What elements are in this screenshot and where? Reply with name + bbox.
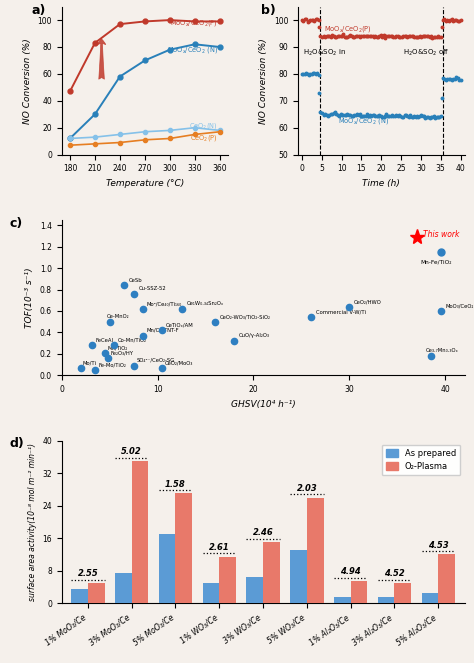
X-axis label: Time (h): Time (h)	[362, 179, 400, 188]
Text: Co-Mn/TiO₂: Co-Mn/TiO₂	[117, 337, 146, 343]
Bar	[351, 581, 367, 603]
Text: MoO₃/CeO₂: MoO₃/CeO₂	[446, 303, 474, 308]
Bar	[334, 597, 351, 603]
Text: CeO$_2$(N): CeO$_2$(N)	[190, 121, 218, 131]
Bar	[115, 573, 132, 603]
Text: a): a)	[32, 4, 46, 17]
Text: d): d)	[9, 438, 24, 450]
Bar	[88, 583, 105, 603]
Text: Mo⁹/Ce₄₀/Ti₁₆₀: Mo⁹/Ce₄₀/Ti₁₆₀	[146, 301, 181, 306]
Y-axis label: surface area activity(10⁻⁸ mol m⁻² min⁻¹): surface area activity(10⁻⁸ mol m⁻² min⁻¹…	[27, 443, 36, 601]
Text: 4.52: 4.52	[384, 569, 405, 578]
X-axis label: Temperature (°C): Temperature (°C)	[106, 179, 184, 188]
Text: Commercial V-W/Ti: Commercial V-W/Ti	[316, 310, 366, 315]
Text: CeTiOₓ/AM: CeTiOₓ/AM	[166, 323, 194, 328]
Bar	[203, 583, 219, 603]
Text: b): b)	[261, 4, 276, 17]
Bar	[132, 461, 148, 603]
Text: CeSb: CeSb	[129, 278, 142, 282]
Text: Mo/Ti: Mo/Ti	[83, 360, 97, 365]
Text: 4.94: 4.94	[340, 567, 361, 576]
Text: Ce₁W₀.₃₄Sn₂Oₓ: Ce₁W₀.₃₄Sn₂Oₓ	[186, 301, 224, 306]
Bar	[175, 493, 192, 603]
Y-axis label: TOF(10⁻³ s⁻¹): TOF(10⁻³ s⁻¹)	[25, 267, 34, 328]
Bar	[71, 589, 88, 603]
Y-axis label: NO Conversion (%): NO Conversion (%)	[23, 38, 32, 123]
Text: Ce-MnO₂: Ce-MnO₂	[107, 314, 129, 319]
Text: This work: This work	[423, 230, 460, 239]
Bar	[378, 597, 394, 603]
Text: SO₄²⁻/CeO₂-SG: SO₄²⁻/CeO₂-SG	[137, 358, 175, 363]
Text: Fe₂O₃/HY: Fe₂O₃/HY	[110, 351, 134, 355]
Text: MoO$_x$/CeO$_2$ (N): MoO$_x$/CeO$_2$ (N)	[337, 116, 389, 126]
Bar	[263, 542, 280, 603]
Text: H$_2$O&SO$_2$ in: H$_2$O&SO$_2$ in	[303, 48, 346, 58]
Text: CeO₂-WO₃/TiO₂-SiO₂: CeO₂-WO₃/TiO₂-SiO₂	[220, 314, 271, 319]
Bar	[307, 497, 323, 603]
Text: 2.03: 2.03	[297, 483, 317, 493]
Bar	[394, 583, 411, 603]
Text: MoO$_x$/CeO$_2$ (N): MoO$_x$/CeO$_2$ (N)	[167, 44, 218, 54]
Text: H$_2$O&SO$_2$ off: H$_2$O&SO$_2$ off	[403, 48, 450, 58]
Bar	[290, 550, 307, 603]
Text: 2.61: 2.61	[209, 542, 229, 552]
Text: CeO₂/HWO: CeO₂/HWO	[354, 299, 382, 304]
Bar	[219, 556, 236, 603]
Bar	[246, 577, 263, 603]
Bar	[438, 554, 455, 603]
Text: FeCeAl: FeCeAl	[95, 337, 113, 343]
Text: 2.46: 2.46	[253, 528, 273, 538]
Text: 1.58: 1.58	[165, 479, 186, 489]
Text: CuO/γ-Al₂O₃: CuO/γ-Al₂O₃	[239, 333, 270, 338]
Bar	[421, 593, 438, 603]
Text: Ce₃.₇Mn₀.₃Oₓ: Ce₃.₇Mn₀.₃Oₓ	[426, 348, 459, 353]
Text: CeO$_2$(P): CeO$_2$(P)	[191, 133, 218, 143]
Legend: As prepared, O₂-Plasma: As prepared, O₂-Plasma	[382, 445, 460, 475]
Text: c): c)	[9, 217, 22, 230]
Text: 4.53: 4.53	[428, 540, 448, 550]
Text: MoO$_x$/CeO$_2$(P): MoO$_x$/CeO$_2$(P)	[324, 25, 372, 34]
Text: Mn/Ce-TNT-F: Mn/Ce-TNT-F	[146, 328, 179, 333]
Text: 5.02: 5.02	[121, 447, 142, 456]
Text: Fe-Mo/TiO₂: Fe-Mo/TiO₂	[98, 362, 126, 367]
Text: Cu-SSZ-52: Cu-SSZ-52	[138, 286, 166, 291]
Y-axis label: NO Conversion (%): NO Conversion (%)	[259, 38, 268, 123]
X-axis label: GHSV(10⁴ h⁻¹): GHSV(10⁴ h⁻¹)	[231, 400, 295, 408]
Bar	[159, 534, 175, 603]
Text: CeO₂/MoO₃: CeO₂/MoO₃	[165, 360, 193, 365]
Text: MoO$_x$/CeO$_2$(P): MoO$_x$/CeO$_2$(P)	[170, 18, 218, 28]
Text: 2.55: 2.55	[78, 569, 98, 578]
Text: Mn/TiO₂: Mn/TiO₂	[108, 345, 128, 350]
Text: Mn-Fe/TiO₂: Mn-Fe/TiO₂	[420, 259, 452, 265]
